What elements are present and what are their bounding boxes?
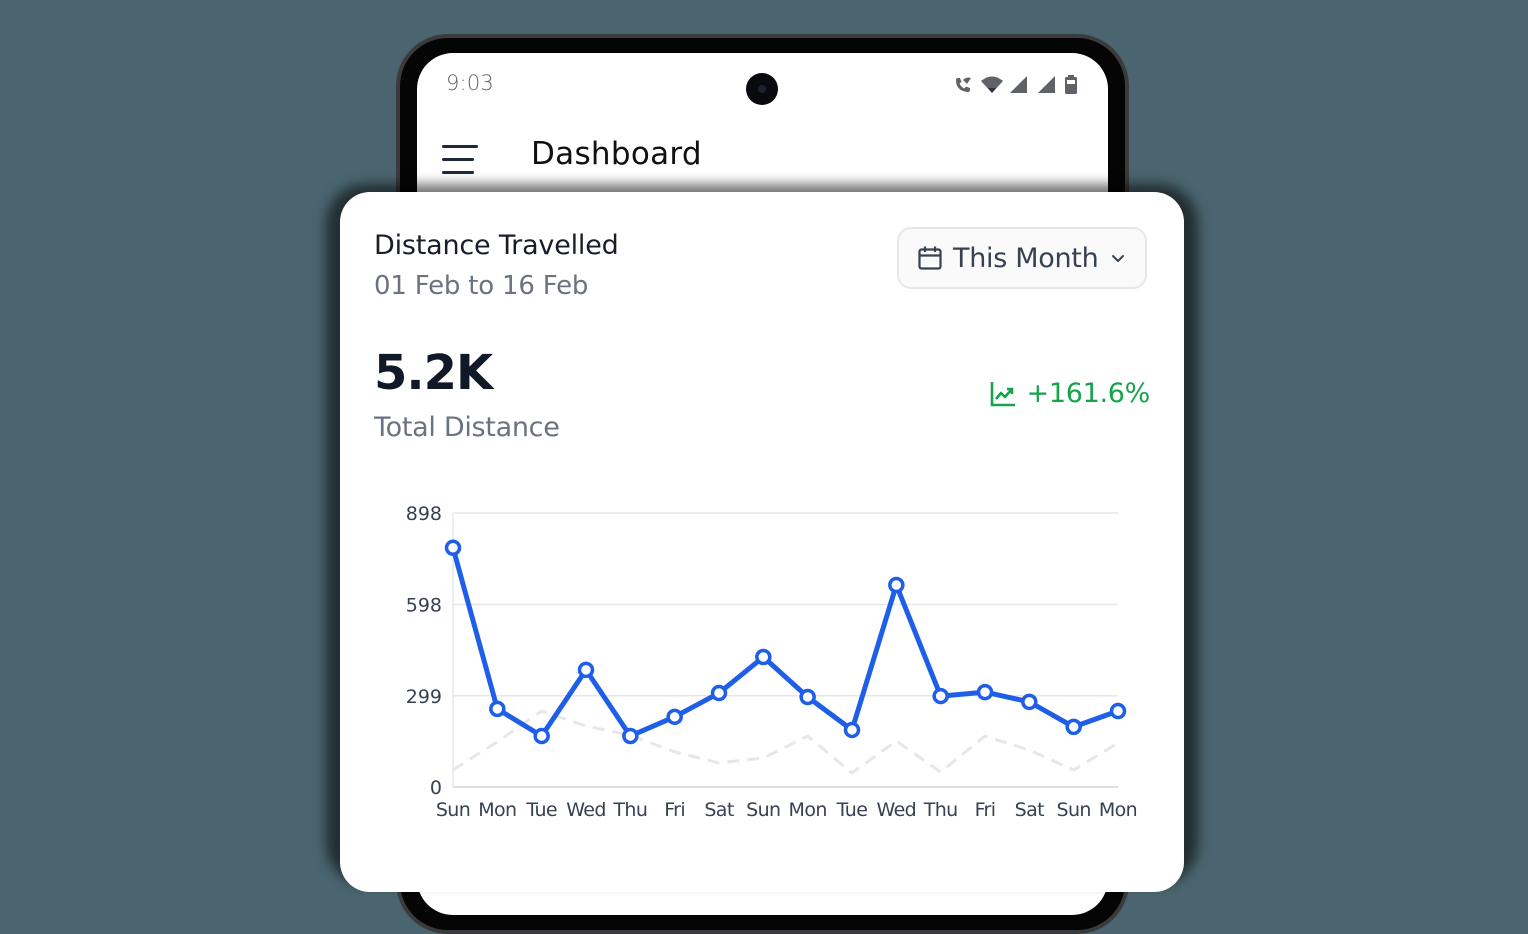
- trending-up-icon: [990, 381, 1015, 406]
- total-distance-label: Total Distance: [374, 412, 560, 443]
- chevron-down-icon: [1112, 255, 1125, 262]
- front-camera: [746, 73, 778, 105]
- status-time: 9:03: [446, 71, 494, 95]
- card-title: Distance Travelled: [374, 230, 619, 261]
- distance-card: Distance Travelled 01 Feb to 16 Feb This…: [340, 192, 1184, 892]
- date-range: 01 Feb to 16 Feb: [374, 271, 589, 301]
- signal-icon: [1036, 74, 1058, 96]
- total-distance-value: 5.2K: [374, 345, 493, 401]
- wifi-icon: [980, 74, 1003, 96]
- app-bar: Dashboard: [417, 113, 1108, 203]
- signal-icon: [1008, 74, 1030, 96]
- trend-badge: +161.6%: [989, 378, 1150, 409]
- status-bar: 9:03: [417, 53, 1108, 113]
- page-title: Dashboard: [531, 136, 702, 172]
- calendar-icon: [918, 246, 942, 270]
- battery-icon: [1064, 74, 1078, 96]
- hamburger-menu-icon[interactable]: [440, 139, 480, 175]
- period-select-value: This Month: [953, 242, 1099, 274]
- status-icons: [952, 74, 1078, 96]
- wifi-calling-icon: [952, 74, 974, 96]
- trend-value: +161.6%: [1026, 378, 1151, 409]
- period-select[interactable]: This Month: [897, 227, 1147, 289]
